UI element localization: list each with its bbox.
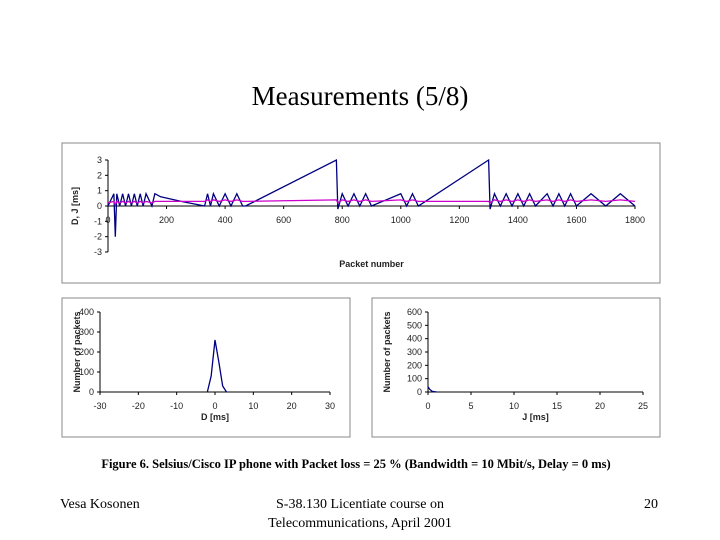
chart-frame xyxy=(61,142,661,284)
figure-caption: Figure 6. Selsius/Cisco IP phone with Pa… xyxy=(101,457,610,471)
y-axis-label: Number of packets xyxy=(382,311,392,392)
x-tick-label: 30 xyxy=(325,401,335,411)
x-tick-label: 400 xyxy=(218,215,233,225)
y-axis-label: Number of packets xyxy=(72,311,82,392)
x-tick-label: 20 xyxy=(595,401,605,411)
x-tick-label: 15 xyxy=(552,401,562,411)
x-tick-label: 600 xyxy=(276,215,291,225)
y-tick-label: 300 xyxy=(79,327,94,337)
y-tick-label: 200 xyxy=(407,360,422,370)
x-tick-label: 25 xyxy=(638,401,648,411)
x-tick-label: 1800 xyxy=(625,215,645,225)
x-tick-label: 0 xyxy=(105,215,110,225)
y-tick-label: 200 xyxy=(79,347,94,357)
y-tick-label: 100 xyxy=(79,367,94,377)
y-tick-label: 300 xyxy=(407,347,422,357)
x-tick-label: 1600 xyxy=(566,215,586,225)
x-tick-label: 10 xyxy=(509,401,519,411)
y-tick-label: 2 xyxy=(97,170,102,180)
series-line xyxy=(427,386,437,393)
x-tick-label: 1000 xyxy=(391,215,411,225)
x-axis-label: D [ms] xyxy=(201,412,229,422)
x-axis-label: Packet number xyxy=(339,259,404,269)
y-tick-label: -2 xyxy=(94,232,102,242)
chart-frame xyxy=(61,297,351,438)
x-tick-label: 800 xyxy=(335,215,350,225)
x-axis-label: J [ms] xyxy=(522,412,549,422)
x-tick-label: 1200 xyxy=(449,215,469,225)
y-tick-label: 1 xyxy=(97,186,102,196)
series-line xyxy=(206,339,228,393)
x-tick-label: -30 xyxy=(93,401,106,411)
x-tick-label: 0 xyxy=(425,401,430,411)
y-tick-label: 400 xyxy=(79,307,94,317)
footer-right: 20 xyxy=(644,497,658,512)
x-tick-label: -10 xyxy=(170,401,183,411)
y-tick-label: 400 xyxy=(407,334,422,344)
y-tick-label: 600 xyxy=(407,307,422,317)
chart-frame xyxy=(371,297,661,438)
y-tick-label: -1 xyxy=(94,216,102,226)
x-tick-label: 0 xyxy=(212,401,217,411)
slide-title: Measurements (5/8) xyxy=(252,81,469,111)
y-tick-label: 500 xyxy=(407,320,422,330)
y-tick-label: 0 xyxy=(97,201,102,211)
footer-center: Telecommunications, April 2001 xyxy=(268,516,452,531)
footer-center: S-38.130 Licentiate course on xyxy=(276,497,444,512)
x-tick-label: -20 xyxy=(132,401,145,411)
x-tick-label: 5 xyxy=(468,401,473,411)
y-tick-label: 3 xyxy=(97,155,102,165)
x-tick-label: 10 xyxy=(248,401,258,411)
y-tick-label: 0 xyxy=(417,387,422,397)
x-tick-label: 20 xyxy=(287,401,297,411)
x-tick-label: 1400 xyxy=(508,215,528,225)
y-tick-label: -3 xyxy=(94,247,102,257)
y-tick-label: 0 xyxy=(89,387,94,397)
series-line xyxy=(107,199,636,206)
footer-left: Vesa Kosonen xyxy=(60,497,140,512)
y-axis-label: D, J [ms] xyxy=(70,187,80,225)
y-tick-label: 100 xyxy=(407,374,422,384)
x-tick-label: 200 xyxy=(159,215,174,225)
